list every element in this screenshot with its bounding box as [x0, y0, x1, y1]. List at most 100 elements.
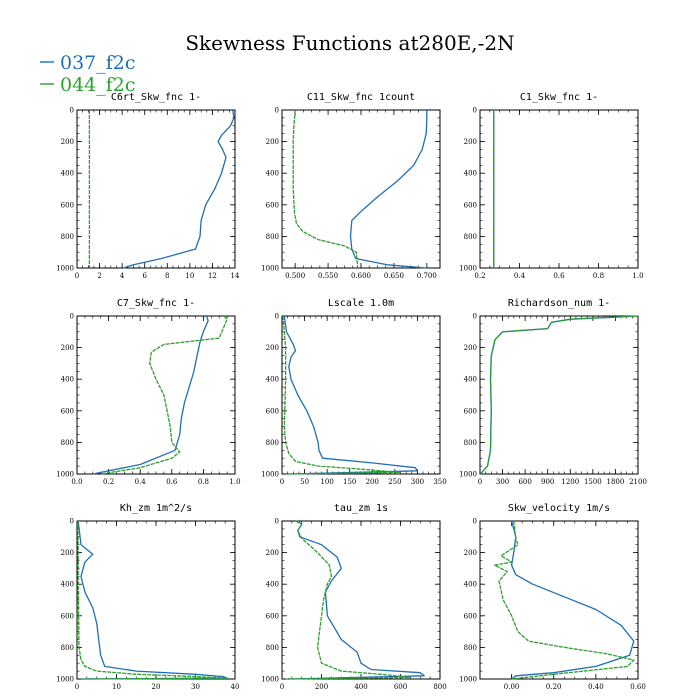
x-tick-label: 1200 — [561, 478, 579, 486]
y-tick-label: 600 — [61, 201, 74, 209]
plot-frame — [281, 520, 441, 680]
x-tick-label: 900 — [541, 478, 554, 486]
x-tick-label: 50 — [300, 478, 309, 486]
y-tick-label: 1000 — [56, 265, 74, 273]
y-tick-label: 0 — [473, 313, 477, 321]
x-tick-label: 1.0 — [632, 272, 643, 280]
y-tick-label: 1000 — [459, 265, 477, 273]
y-tick-label: 600 — [61, 612, 74, 620]
x-tick-label: 10 — [185, 272, 194, 280]
x-tick-label: 300 — [411, 478, 424, 486]
x-tick-label: 1800 — [607, 478, 625, 486]
x-tick-label: 10 — [112, 683, 121, 691]
y-tick-label: 0 — [473, 107, 477, 115]
y-tick-label: 800 — [61, 233, 74, 241]
panel-title: C1_Skw_fnc 1- — [520, 92, 598, 103]
series-line-037_f2c — [123, 109, 235, 269]
x-tick-label: 350 — [433, 478, 446, 486]
series-line-044_f2c — [100, 315, 228, 475]
x-tick-label: 0.40 — [588, 683, 604, 691]
series-line-037_f2c — [77, 520, 228, 680]
series-line-037_f2c — [479, 315, 639, 475]
y-tick-label: 200 — [464, 344, 477, 352]
y-tick-label: 400 — [266, 376, 279, 384]
y-tick-label: 800 — [61, 644, 74, 652]
y-tick-label: 200 — [266, 138, 279, 146]
series-line-044_f2c — [285, 520, 412, 680]
y-tick-label: 0 — [70, 313, 74, 321]
y-tick-label: 600 — [266, 407, 279, 415]
x-tick-label: 2 — [97, 272, 101, 280]
y-tick-label: 1000 — [56, 471, 74, 479]
legend-label-037: 037_f2c — [60, 52, 136, 74]
legend-label-044: 044_f2c — [60, 74, 136, 96]
series-line-044_f2c — [292, 109, 359, 269]
y-tick-label: 400 — [266, 581, 279, 589]
plot-frame — [281, 315, 441, 475]
x-tick-label: 600 — [394, 683, 407, 691]
x-tick-label: 0.650 — [384, 272, 404, 280]
panel-title: Richardson_num 1- — [508, 298, 610, 309]
y-tick-label: 200 — [61, 138, 74, 146]
y-tick-label: 200 — [266, 344, 279, 352]
x-tick-label: 0.60 — [630, 683, 646, 691]
y-tick-label: 400 — [464, 376, 477, 384]
x-tick-label: 0.4 — [135, 478, 147, 486]
series-line-037_f2c — [283, 315, 419, 475]
x-tick-label: 0 — [478, 478, 482, 486]
series-line-037_f2c — [349, 110, 428, 269]
y-tick-label: 1000 — [261, 265, 279, 273]
x-tick-label: 150 — [343, 478, 356, 486]
x-tick-label: 0 — [75, 683, 79, 691]
y-tick-label: 600 — [464, 407, 477, 415]
series-line-044_f2c — [494, 520, 635, 680]
y-tick-label: 800 — [266, 233, 279, 241]
y-tick-label: 600 — [266, 201, 279, 209]
y-tick-label: 0 — [473, 518, 477, 526]
panel-title: C6rt_Skw_fnc 1- — [111, 92, 201, 103]
y-tick-label: 400 — [266, 170, 279, 178]
x-tick-label: 12 — [208, 272, 217, 280]
y-tick-label: 200 — [61, 549, 74, 557]
y-tick-label: 400 — [61, 581, 74, 589]
y-tick-label: 200 — [464, 138, 477, 146]
series-line-044_f2c — [77, 520, 228, 680]
x-tick-label: 0.2 — [103, 478, 114, 486]
y-tick-label: 800 — [266, 439, 279, 447]
y-tick-label: 1000 — [56, 676, 74, 684]
y-tick-label: 400 — [61, 170, 74, 178]
x-tick-label: 1.0 — [229, 478, 240, 486]
panel-title: C7_Skw_fnc 1- — [117, 298, 195, 309]
y-tick-label: 600 — [61, 407, 74, 415]
y-tick-label: 400 — [464, 581, 477, 589]
series-line-037_f2c — [92, 315, 209, 475]
plot-frame — [479, 109, 639, 269]
x-tick-label: 6 — [142, 272, 147, 280]
y-tick-label: 800 — [266, 644, 279, 652]
panel-title: Kh_zm 1m^2/s — [120, 503, 192, 514]
y-tick-label: 0 — [70, 518, 74, 526]
series-line-037_f2c — [291, 520, 425, 680]
x-tick-label: 0 — [280, 478, 284, 486]
y-tick-label: 200 — [464, 549, 477, 557]
x-tick-label: 20 — [152, 683, 161, 691]
x-tick-label: 8 — [165, 272, 169, 280]
y-tick-label: 0 — [275, 518, 279, 526]
y-tick-label: 1000 — [261, 676, 279, 684]
panel-title: C11_Skw_fnc 1count — [307, 92, 415, 103]
y-tick-label: 0 — [275, 107, 279, 115]
series-line-037_f2c — [510, 520, 635, 680]
x-tick-label: 0.600 — [351, 272, 371, 280]
panel-title: tau_zm 1s — [334, 503, 388, 514]
x-tick-label: 0.6 — [166, 478, 178, 486]
legend: 037_f2c 044_f2c — [40, 52, 136, 96]
x-tick-label: 30 — [191, 683, 200, 691]
y-tick-label: 0 — [70, 107, 74, 115]
series-line-044_f2c — [479, 315, 639, 475]
